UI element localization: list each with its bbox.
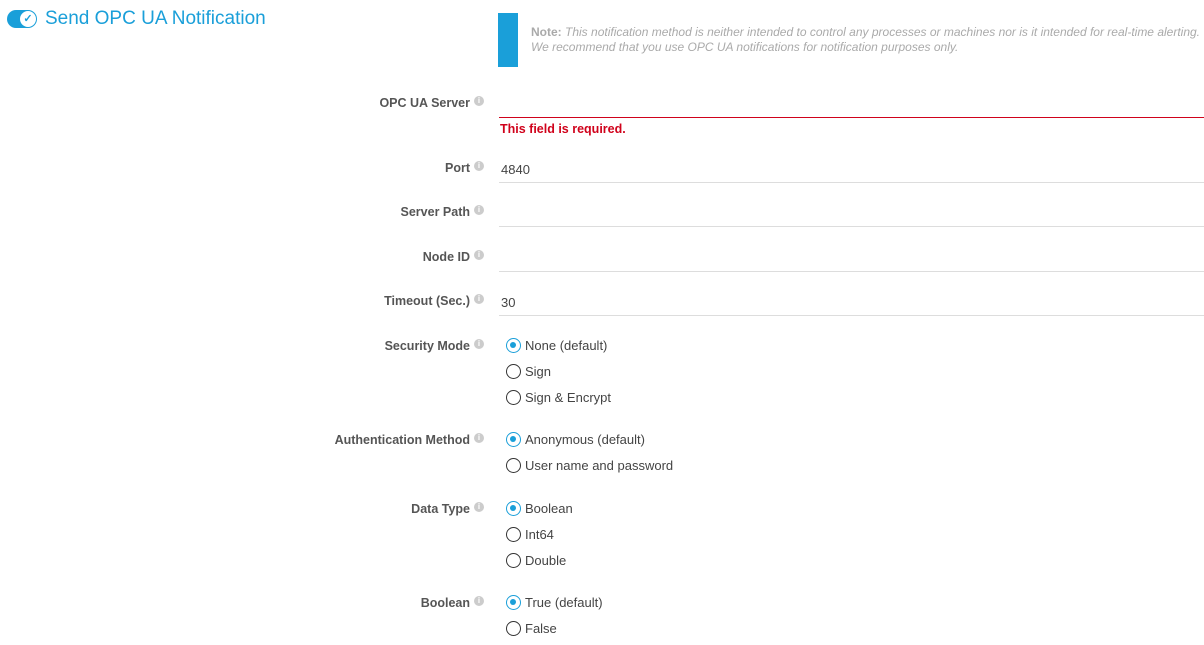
auth-method-label: Authentication Method (334, 433, 470, 447)
timeout-label: Timeout (Sec.) (384, 294, 470, 308)
radio-checked-icon (506, 595, 521, 610)
info-icon[interactable]: i (474, 205, 484, 215)
security-mode-label: Security Mode (384, 339, 470, 353)
boolean-false-radio[interactable]: False (506, 621, 557, 636)
option-label: True (default) (525, 595, 603, 610)
security-sign-radio[interactable]: Sign (506, 364, 551, 379)
option-label: Anonymous (default) (525, 432, 645, 447)
section-title: Send OPC UA Notification (45, 8, 266, 29)
datatype-double-radio[interactable]: Double (506, 553, 566, 568)
server-path-input[interactable] (499, 199, 1204, 227)
info-icon[interactable]: i (474, 250, 484, 260)
info-icon[interactable]: i (474, 339, 484, 349)
port-label: Port (445, 161, 470, 175)
radio-unchecked-icon (506, 621, 521, 636)
info-icon[interactable]: i (474, 294, 484, 304)
server-path-label: Server Path (400, 205, 470, 219)
option-label: None (default) (525, 338, 608, 353)
option-label: User name and password (525, 458, 674, 473)
option-label: Int64 (525, 527, 554, 542)
security-none-radio[interactable]: None (default) (506, 338, 607, 353)
radio-checked-icon (506, 501, 521, 516)
radio-checked-icon (506, 338, 521, 353)
option-label: Boolean (525, 501, 573, 516)
timeout-input[interactable]: 30 (499, 288, 1204, 316)
radio-checked-icon (506, 432, 521, 447)
radio-unchecked-icon (506, 364, 521, 379)
info-icon[interactable]: i (474, 161, 484, 171)
auth-anonymous-radio[interactable]: Anonymous (default) (506, 432, 645, 447)
info-icon[interactable]: i (474, 96, 484, 106)
option-label: Sign & Encrypt (525, 390, 611, 405)
note-body: This notification method is neither inte… (531, 25, 1201, 54)
option-label: False (525, 621, 557, 636)
note-accent-bar (498, 13, 518, 67)
info-icon[interactable]: i (474, 596, 484, 606)
port-input[interactable]: 4840 (499, 155, 1204, 183)
check-icon: ✓ (20, 11, 36, 27)
radio-unchecked-icon (506, 527, 521, 542)
auth-userpass-radio[interactable]: User name and password (506, 458, 673, 473)
boolean-true-radio[interactable]: True (default) (506, 595, 603, 610)
note-text: Note: This notification method is neithe… (531, 25, 1201, 55)
opc-server-error: This field is required. (500, 122, 626, 136)
option-label: Double (525, 553, 567, 568)
node-id-label: Node ID (422, 250, 470, 264)
note-prefix: Note: (531, 25, 562, 39)
opc-server-label: OPC UA Server (379, 96, 470, 110)
node-id-input[interactable] (499, 244, 1204, 272)
info-icon[interactable]: i (474, 502, 484, 512)
data-type-label: Data Type (411, 502, 470, 516)
radio-unchecked-icon (506, 390, 521, 405)
option-label: Sign (525, 364, 552, 379)
security-sign-encrypt-radio[interactable]: Sign & Encrypt (506, 390, 611, 405)
info-icon[interactable]: i (474, 433, 484, 443)
boolean-label: Boolean (420, 596, 470, 610)
radio-unchecked-icon (506, 458, 521, 473)
datatype-boolean-radio[interactable]: Boolean (506, 501, 573, 516)
radio-unchecked-icon (506, 553, 521, 568)
enable-toggle[interactable]: ✓ (7, 10, 37, 28)
datatype-int64-radio[interactable]: Int64 (506, 527, 554, 542)
opc-server-input[interactable] (499, 96, 1204, 118)
